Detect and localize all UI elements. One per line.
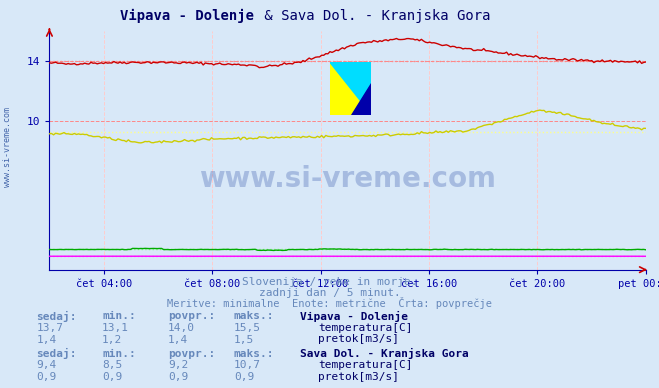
Text: 10,7: 10,7 — [234, 360, 261, 371]
Text: sedaj:: sedaj: — [36, 311, 76, 322]
Text: min.:: min.: — [102, 311, 136, 321]
Text: 1,2: 1,2 — [102, 334, 123, 345]
Text: pretok[m3/s]: pretok[m3/s] — [318, 372, 399, 382]
Text: Vipava - Dolenje: Vipava - Dolenje — [300, 311, 408, 322]
Text: Meritve: minimalne  Enote: metrične  Črta: povprečje: Meritve: minimalne Enote: metrične Črta:… — [167, 298, 492, 309]
Text: zadnji dan / 5 minut.: zadnji dan / 5 minut. — [258, 288, 401, 298]
Text: temperatura[C]: temperatura[C] — [318, 323, 413, 333]
Text: temperatura[C]: temperatura[C] — [318, 360, 413, 371]
Text: 15,5: 15,5 — [234, 323, 261, 333]
Text: 13,1: 13,1 — [102, 323, 129, 333]
Text: 0,9: 0,9 — [168, 372, 188, 382]
Text: 1,5: 1,5 — [234, 334, 254, 345]
Text: 9,4: 9,4 — [36, 360, 57, 371]
Polygon shape — [351, 83, 372, 114]
Text: Slovenija / reke in morje.: Slovenija / reke in morje. — [242, 277, 417, 288]
Text: www.si-vreme.com: www.si-vreme.com — [199, 165, 496, 193]
Text: povpr.:: povpr.: — [168, 311, 215, 321]
Text: 13,7: 13,7 — [36, 323, 63, 333]
Text: 0,9: 0,9 — [102, 372, 123, 382]
Text: Vipava - Dolenje: Vipava - Dolenje — [120, 9, 254, 23]
Text: pretok[m3/s]: pretok[m3/s] — [318, 334, 399, 345]
Text: 14,0: 14,0 — [168, 323, 195, 333]
Text: 8,5: 8,5 — [102, 360, 123, 371]
Text: 0,9: 0,9 — [36, 372, 57, 382]
Text: sedaj:: sedaj: — [36, 348, 76, 359]
Polygon shape — [330, 62, 372, 114]
Text: maks.:: maks.: — [234, 311, 274, 321]
Text: 9,2: 9,2 — [168, 360, 188, 371]
Text: povpr.:: povpr.: — [168, 349, 215, 359]
Text: & Sava Dol. - Kranjska Gora: & Sava Dol. - Kranjska Gora — [256, 9, 490, 23]
Text: 1,4: 1,4 — [36, 334, 57, 345]
Text: maks.:: maks.: — [234, 349, 274, 359]
Text: 1,4: 1,4 — [168, 334, 188, 345]
Text: min.:: min.: — [102, 349, 136, 359]
Text: www.si-vreme.com: www.si-vreme.com — [3, 107, 13, 187]
Text: 0,9: 0,9 — [234, 372, 254, 382]
Text: Sava Dol. - Kranjska Gora: Sava Dol. - Kranjska Gora — [300, 348, 469, 359]
